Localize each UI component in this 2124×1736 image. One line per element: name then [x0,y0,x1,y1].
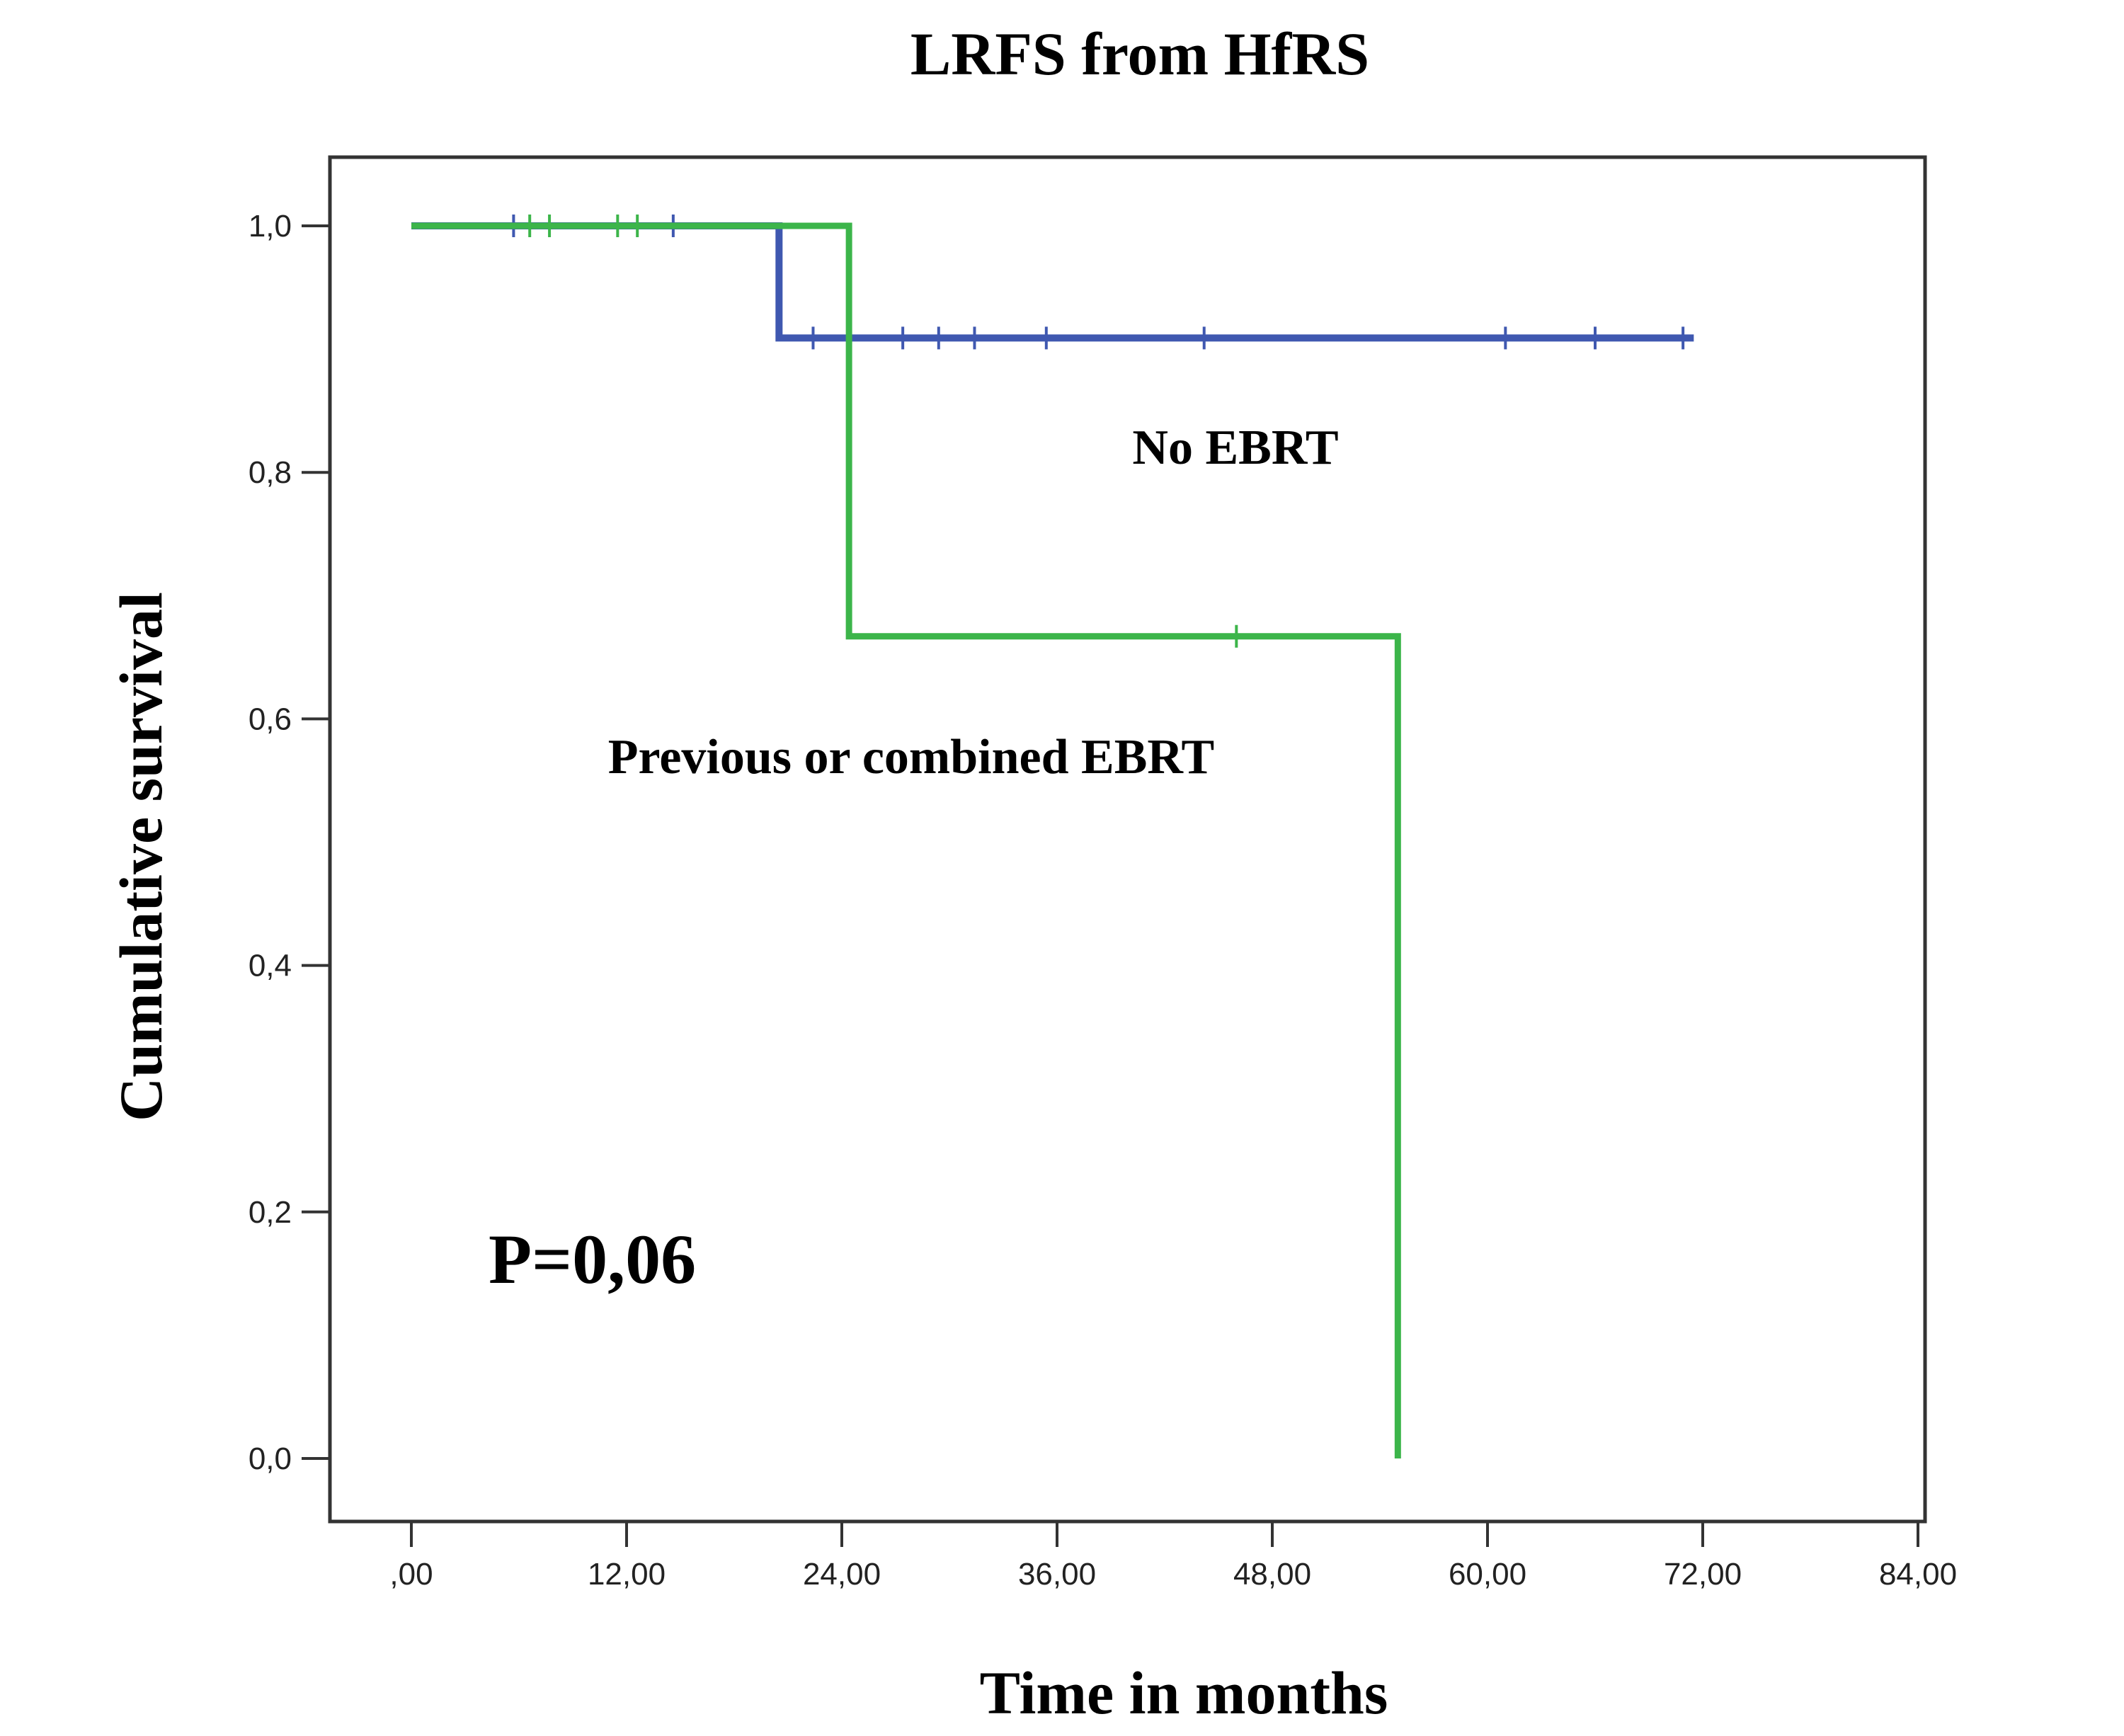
y-tick-label: 0,4 [249,949,292,983]
survival-curve-no-ebrt [411,222,1694,342]
y-tick-label: 0,0 [249,1441,292,1476]
x-tick-label: 48,00 [1233,1557,1311,1592]
y-axis: 0,0 0,2 0,4 0,6 0,8 1,0 [249,209,330,1476]
chart-title: LRFS from HfRS [910,20,1369,88]
y-tick-label: 0,2 [249,1195,292,1230]
x-tick-label: 36,00 [1018,1557,1096,1592]
x-tick-label: 12,00 [588,1557,666,1592]
x-tick-label: 60,00 [1449,1557,1526,1592]
y-tick-label: 0,8 [249,455,292,490]
survival-curve-ebrt [411,222,1401,1458]
x-axis: ,00 12,00 24,00 36,00 48,00 60,00 72,00 84,00 [389,1521,1957,1592]
label-no-ebrt: No EBRT [1132,421,1338,475]
x-tick-label: 24,00 [803,1557,881,1592]
y-tick-label: 1,0 [249,209,292,244]
x-tick-label: 84,00 [1879,1557,1957,1592]
p-value: P=0,06 [489,1220,696,1298]
y-tick-label: 0,6 [249,702,292,736]
x-tick-label: ,00 [389,1557,433,1592]
survival-curves [411,215,1694,1458]
label-ebrt: Previous or combined EBRT [608,730,1214,784]
x-axis-title: Time in months [980,1659,1388,1727]
y-axis-title: Cumulative survival [107,592,175,1121]
plot-frame [328,155,1927,1524]
x-tick-label: 72,00 [1664,1557,1742,1592]
